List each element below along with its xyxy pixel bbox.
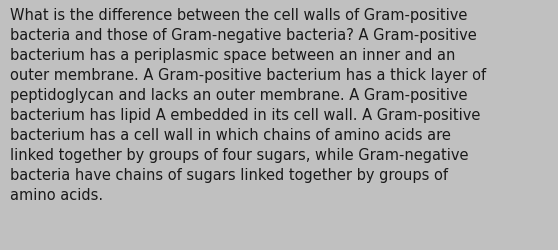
Text: What is the difference between the cell walls of Gram-positive
bacteria and thos: What is the difference between the cell … <box>10 8 486 202</box>
